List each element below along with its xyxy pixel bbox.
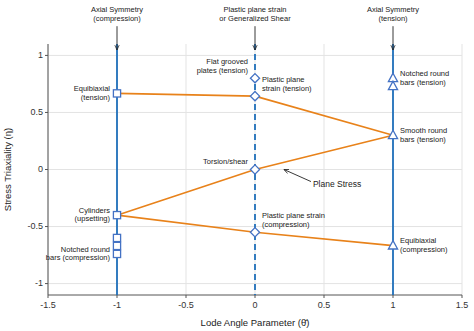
square-marker bbox=[113, 234, 120, 241]
x-tick bbox=[462, 295, 463, 298]
point-label: Smooth roundbars (tension) bbox=[400, 126, 447, 144]
connecting-line bbox=[117, 215, 393, 245]
x-tick-label: 0 bbox=[252, 300, 257, 310]
x-tick-label: 1 bbox=[390, 300, 395, 310]
point-label: Equibiaxial(compression) bbox=[400, 236, 448, 254]
point-label-line: (upsetting) bbox=[75, 214, 111, 223]
y-tick bbox=[45, 226, 48, 227]
annotation-arrow bbox=[284, 170, 311, 182]
chart: -1.5 -1 -0.5 0 0.5 1 1.5 -1 -0.5 0 0.5 1 Lode Angle … bbox=[0, 0, 474, 331]
point-label-line: (tension) bbox=[81, 93, 111, 102]
y-tick-label: 0.5 bbox=[30, 107, 43, 117]
top-annotation-arrow bbox=[255, 26, 256, 50]
triangle-marker bbox=[388, 241, 397, 249]
y-tick bbox=[45, 169, 48, 170]
y-tick bbox=[45, 112, 48, 113]
point-label-line: bars (tension) bbox=[400, 135, 446, 144]
point-label: Notched roundbars (tension) bbox=[400, 69, 449, 87]
x-tick bbox=[48, 295, 49, 298]
grid bbox=[48, 44, 462, 295]
x-tick-label: -0.5 bbox=[178, 300, 194, 310]
point-label: Plastic planestrain (tension) bbox=[262, 75, 312, 93]
x-tick bbox=[324, 295, 325, 298]
point-label-line: bars (compression) bbox=[46, 253, 111, 262]
point-label: Equibiaxial(tension) bbox=[74, 84, 111, 102]
square-marker bbox=[113, 90, 120, 97]
annotation: Plane Stress bbox=[313, 179, 361, 189]
x-tick-label: 1.5 bbox=[456, 300, 469, 310]
top-annotation-line: (tension) bbox=[378, 14, 408, 23]
point-label-line: (compression) bbox=[262, 220, 310, 229]
x-tick-label: 0.5 bbox=[318, 300, 331, 310]
triangle-marker bbox=[388, 81, 397, 89]
square-marker bbox=[113, 212, 120, 219]
diamond-marker bbox=[250, 165, 259, 174]
y-tick bbox=[45, 55, 48, 56]
diamond-marker bbox=[250, 228, 259, 237]
diamond-marker bbox=[250, 92, 259, 101]
point-label: Flat groovedplates (tension) bbox=[197, 57, 249, 75]
point-label: Cylinders(upsetting) bbox=[75, 206, 111, 224]
x-tick-label: -1.5 bbox=[40, 300, 56, 310]
square-marker bbox=[113, 242, 120, 249]
x-tick bbox=[255, 295, 256, 298]
point-label-line: bars (tension) bbox=[400, 78, 446, 87]
top-annotation-line: (compression) bbox=[93, 14, 141, 23]
point-label-line: plates (tension) bbox=[197, 66, 249, 75]
y-tick-label: -0.5 bbox=[27, 221, 43, 231]
y-tick-label: 0 bbox=[38, 164, 43, 174]
point-label-line: (compression) bbox=[400, 245, 448, 254]
y-tick bbox=[45, 283, 48, 284]
square-marker bbox=[113, 250, 120, 257]
triangle-marker bbox=[388, 130, 397, 138]
x-tick bbox=[117, 295, 118, 298]
y-tick-label: -1 bbox=[35, 278, 43, 288]
top-annotation-arrow bbox=[393, 26, 394, 50]
point-label: Plastic plane strain(compression) bbox=[262, 211, 325, 229]
top-annotation: Axial Symmetry(tension) bbox=[367, 5, 419, 23]
x-tick bbox=[393, 295, 394, 298]
grid-line-y bbox=[48, 283, 462, 284]
top-annotation: Axial Symmetry(compression) bbox=[91, 5, 143, 23]
top-annotation-line: or Generalized Shear bbox=[219, 14, 291, 23]
point-labels: Equibiaxial(tension) Cylinders(upsetting)… bbox=[46, 57, 449, 262]
diamond-marker bbox=[250, 74, 259, 83]
x-axis-label: Lode Angle Parameter (θ̄) bbox=[201, 317, 310, 328]
point-label: Torsion/shear bbox=[203, 157, 249, 166]
x-tick bbox=[186, 295, 187, 298]
point-label: Notched roundbars (compression) bbox=[46, 245, 111, 263]
y-axis-label: Stress Triaxiality (η) bbox=[2, 128, 13, 211]
plot-marks bbox=[113, 44, 397, 295]
y-tick-label: 1 bbox=[38, 50, 43, 60]
grid-line-y bbox=[48, 112, 462, 113]
point-label-line: strain (tension) bbox=[262, 84, 312, 93]
x-tick-label: -1 bbox=[113, 300, 121, 310]
top-annotation-arrow bbox=[117, 26, 118, 50]
connecting-line bbox=[117, 135, 393, 215]
top-annotation: Plastic plane strainor Generalized Shear bbox=[219, 5, 291, 23]
point-label-line: Torsion/shear bbox=[203, 157, 249, 166]
